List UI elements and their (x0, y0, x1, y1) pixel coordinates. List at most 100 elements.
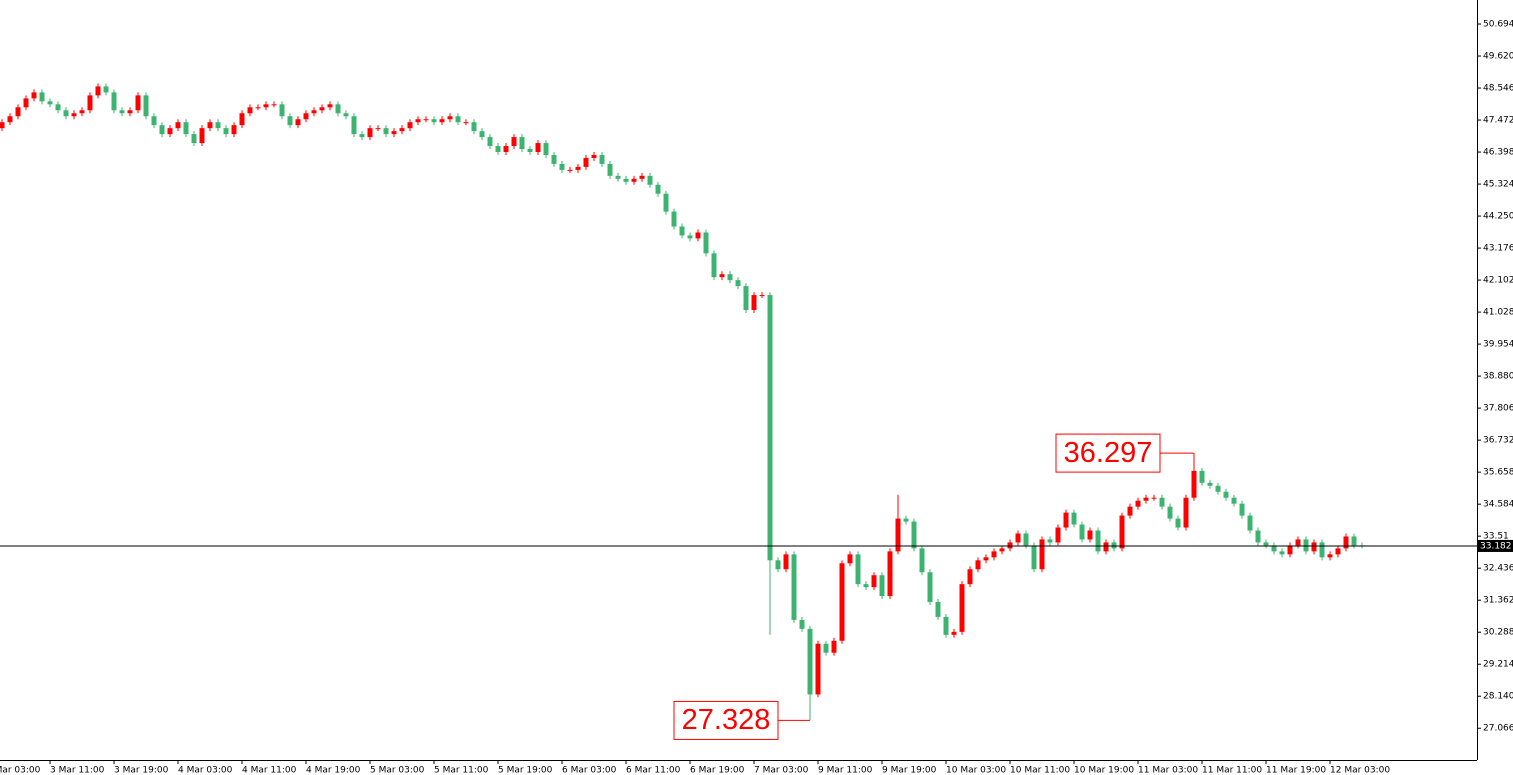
y-tick-label: 31.362 (1483, 596, 1513, 606)
candle-body (743, 286, 749, 310)
candle-body (455, 116, 461, 123)
candle-body (1023, 533, 1029, 546)
annotation-box (1055, 433, 1161, 473)
y-tick-label: 35.658 (1483, 468, 1513, 478)
candle-body (7, 116, 13, 123)
current-price-label: 33.182 (1480, 541, 1512, 551)
candle-body (295, 119, 301, 126)
candle-body (951, 631, 957, 635)
y-tick-label: 48.546 (1483, 84, 1513, 94)
candle-body (327, 104, 333, 108)
candle-body (863, 584, 869, 588)
x-tick-label: 9 Mar 19:00 (882, 766, 937, 775)
candle-body (335, 104, 341, 114)
candle-body (719, 274, 725, 278)
x-tick-label: 12 Mar 03:00 (1330, 766, 1390, 775)
candle-body (247, 107, 253, 114)
candle-body (1103, 542, 1109, 552)
candle-body (527, 149, 533, 152)
x-tick-label: 11 Mar 11:00 (1202, 766, 1262, 775)
candle-body (1143, 497, 1149, 501)
candle-body (599, 154, 605, 164)
candle-body (479, 131, 485, 138)
candle-body (695, 232, 701, 239)
candle-body (1047, 539, 1053, 543)
candle-body (63, 110, 69, 117)
candle-body (871, 575, 877, 588)
candle-body (1063, 512, 1069, 528)
annotation-box (673, 700, 779, 740)
candle-body (519, 137, 525, 150)
candle-body (1183, 497, 1189, 528)
candle-body (983, 557, 989, 561)
candle-body (167, 128, 173, 135)
candle-body (615, 175, 621, 179)
y-tick-label: 30.288 (1483, 628, 1513, 638)
x-tick-label: 3 Mar 19:00 (114, 766, 169, 775)
candle-body (839, 563, 845, 641)
candle-body (71, 113, 77, 117)
candle-body (119, 110, 125, 114)
candle-body (911, 521, 917, 549)
candle-body (159, 125, 165, 135)
y-tick-label: 36.732 (1483, 436, 1513, 446)
candle-body (407, 122, 413, 129)
candle-body (895, 518, 901, 552)
candle-body (495, 146, 501, 152)
candle-body (735, 280, 741, 287)
candle-body (655, 184, 661, 194)
candle-body (359, 134, 365, 138)
candle-body (1119, 515, 1125, 549)
x-tick-label: 3 Mar 11:00 (50, 766, 105, 775)
candle-body (1287, 545, 1293, 555)
candle-body (103, 86, 109, 93)
candle-body (1263, 542, 1269, 546)
candle-body (1255, 530, 1261, 543)
candle-body (319, 107, 325, 111)
candle-body (1319, 542, 1325, 558)
y-tick-label: 44.250 (1483, 212, 1513, 222)
x-tick-label: 11 Mar 03:00 (1138, 766, 1198, 775)
candle-body (271, 104, 277, 106)
candle-body (999, 548, 1005, 552)
candle-body (287, 116, 293, 126)
y-tick-label: 33.51 (1483, 532, 1509, 542)
y-tick-label: 34.584 (1483, 500, 1513, 510)
candle-body (959, 584, 965, 632)
candle-body (1015, 533, 1021, 543)
x-tick-label: 7 Mar 03:00 (754, 766, 809, 775)
candle-body (1095, 530, 1101, 552)
candle-body (415, 119, 421, 123)
candle-body (127, 110, 133, 114)
candle-body (847, 554, 853, 564)
x-tick-label: 4 Mar 11:00 (242, 766, 297, 775)
candle-body (431, 119, 437, 123)
candle-body (1191, 470, 1197, 498)
candle-body (503, 146, 509, 152)
y-tick-label: 38.880 (1483, 372, 1513, 382)
candle-body (0, 122, 5, 129)
candle-body (1039, 539, 1045, 570)
candle-body (967, 569, 973, 585)
candle-body (991, 551, 997, 558)
candle-body (223, 128, 229, 135)
candle-body (919, 548, 925, 573)
candle-body (447, 116, 453, 120)
candle-body (679, 226, 685, 236)
candle-body (79, 110, 85, 114)
candle-body (935, 602, 941, 617)
candle-body (199, 128, 205, 144)
candle-body (111, 92, 117, 111)
candle-body (775, 560, 781, 570)
candle-body (1327, 554, 1333, 558)
candle-body (1231, 497, 1237, 504)
y-tick-label: 41.028 (1483, 308, 1513, 318)
candle-body (751, 295, 757, 310)
y-tick-label: 29.214 (1483, 660, 1513, 670)
x-tick-label: 6 Mar 03:00 (562, 766, 617, 775)
y-tick-label: 50.694 (1483, 20, 1513, 30)
candle-body (423, 119, 429, 121)
candle-body (47, 101, 53, 105)
candle-body (1087, 530, 1093, 540)
candle-body (375, 128, 381, 130)
